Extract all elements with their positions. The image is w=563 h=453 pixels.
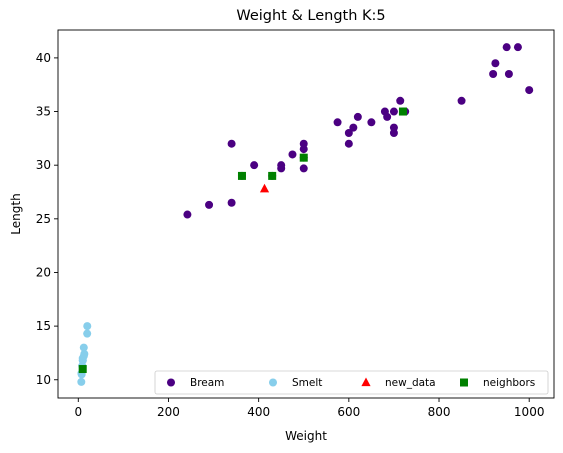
x-tick-label-1000: 1000 xyxy=(514,405,545,419)
point-Bream-15 xyxy=(344,128,353,137)
legend-item-Smelt: Smelt xyxy=(269,377,322,389)
point-Bream-29 xyxy=(525,86,534,95)
legend-label-neighbors: neighbors xyxy=(483,377,535,389)
legend-marker-Bream xyxy=(167,378,175,387)
point-Bream-8 xyxy=(277,161,286,170)
point-Bream-30 xyxy=(489,69,498,78)
y-tick-label-15: 15 xyxy=(36,319,51,333)
point-Bream-20 xyxy=(333,118,342,127)
point-new-data-0 xyxy=(259,183,270,193)
point-Bream-6 xyxy=(299,164,308,173)
legend-item-Bream: Bream xyxy=(167,377,224,389)
point-neighbors-3 xyxy=(398,107,407,116)
point-Smelt-0 xyxy=(77,377,86,386)
point-neighbors-2 xyxy=(299,153,308,162)
point-Bream-34 xyxy=(502,43,511,52)
point-Bream-22 xyxy=(353,112,362,121)
x-axis: 0 200 400 600 800 1000 xyxy=(74,398,544,419)
point-Bream-28 xyxy=(457,96,466,105)
y-tick-label-10: 10 xyxy=(36,373,51,387)
y-tick-label-30: 30 xyxy=(36,158,51,172)
series-neighbors xyxy=(78,107,407,374)
x-tick-label-400: 400 xyxy=(247,405,270,419)
point-Smelt-12 xyxy=(83,329,92,338)
x-tick-label-800: 800 xyxy=(428,405,451,419)
point-Bream-10 xyxy=(288,150,297,159)
legend-item-new-data: new_data xyxy=(361,377,436,389)
point-Bream-27 xyxy=(396,96,405,105)
legend-frame xyxy=(154,370,549,395)
legend-label-Bream: Bream xyxy=(190,377,224,389)
y-tick-label-25: 25 xyxy=(36,212,51,226)
x-tick-label-0: 0 xyxy=(74,405,82,419)
plot-marks xyxy=(77,43,534,386)
point-Smelt-11 xyxy=(79,343,88,352)
point-Bream-1 xyxy=(205,200,214,209)
point-Bream-24 xyxy=(389,107,398,116)
series-Bream xyxy=(183,43,534,219)
point-Bream-13 xyxy=(227,139,236,148)
chart-title: Weight & Length K:5 xyxy=(236,8,385,24)
point-neighbors-4 xyxy=(78,365,87,374)
point-Bream-19 xyxy=(367,118,376,127)
point-Bream-12 xyxy=(299,139,308,148)
point-Bream-32 xyxy=(491,59,500,68)
plot-frame xyxy=(57,29,555,399)
point-neighbors-1 xyxy=(268,171,277,180)
legend-marker-new-data xyxy=(361,377,371,387)
x-tick-label-600: 600 xyxy=(337,405,360,419)
series-Smelt xyxy=(77,322,92,386)
legend-label-Smelt: Smelt xyxy=(292,377,322,389)
point-Bream-2 xyxy=(227,198,236,207)
y-axis: 10 15 20 25 30 35 40 xyxy=(36,51,58,387)
legend-item-neighbors: neighbors xyxy=(460,377,535,389)
point-Bream-33 xyxy=(513,43,522,52)
point-Bream-23 xyxy=(380,107,389,116)
x-axis-label: Weight xyxy=(285,429,327,443)
point-Smelt-13 xyxy=(83,322,92,331)
legend-marker-Smelt xyxy=(269,378,277,387)
x-tick-label-200: 200 xyxy=(157,405,180,419)
y-axis-label: Length xyxy=(9,193,23,234)
y-tick-label-35: 35 xyxy=(36,105,51,119)
series-new-data xyxy=(259,183,270,193)
legend-marker-neighbors xyxy=(460,378,468,387)
point-Bream-7 xyxy=(250,161,259,170)
legend-label-new-data: new_data xyxy=(385,377,436,389)
y-tick-label-20: 20 xyxy=(36,265,51,279)
legend: Bream Smelt new_data neighbors xyxy=(154,370,549,395)
point-Bream-14 xyxy=(344,139,353,148)
point-Bream-31 xyxy=(504,69,513,78)
y-tick-label-40: 40 xyxy=(36,51,51,65)
point-Bream-17 xyxy=(389,123,398,132)
point-neighbors-0 xyxy=(237,171,246,180)
point-Bream-18 xyxy=(349,123,358,132)
point-Smelt-10 xyxy=(80,350,89,359)
point-Bream-0 xyxy=(183,210,192,219)
